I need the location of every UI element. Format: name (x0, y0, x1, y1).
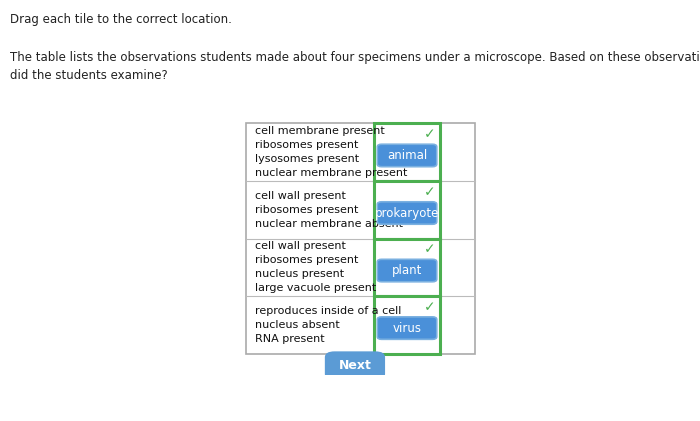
FancyBboxPatch shape (325, 352, 385, 380)
Text: prokaryote: prokaryote (374, 207, 439, 219)
Text: ✓: ✓ (424, 242, 435, 256)
Bar (374, 123, 440, 181)
Bar (246, 123, 475, 354)
FancyBboxPatch shape (377, 202, 437, 224)
Text: Drag each tile to the correct location.: Drag each tile to the correct location. (10, 13, 232, 26)
FancyBboxPatch shape (377, 317, 437, 339)
Text: cell wall present
ribosomes present
nuclear membrane absent: cell wall present ribosomes present nucl… (255, 191, 402, 229)
Text: ✓: ✓ (424, 300, 435, 314)
Text: ✓: ✓ (424, 127, 435, 141)
Text: Next: Next (339, 359, 372, 372)
FancyBboxPatch shape (377, 259, 437, 282)
Text: virus: virus (393, 322, 421, 335)
Bar (374, 239, 440, 296)
Text: cell membrane present
ribosomes present
lysosomes present
nuclear membrane prese: cell membrane present ribosomes present … (255, 126, 407, 178)
Text: ✓: ✓ (424, 185, 435, 199)
Text: The table lists the observations students made about four specimens under a micr: The table lists the observations student… (10, 51, 700, 82)
Bar (374, 296, 440, 354)
FancyBboxPatch shape (377, 144, 437, 167)
Text: animal: animal (387, 149, 427, 162)
Text: cell wall present
ribosomes present
nucleus present
large vacuole present: cell wall present ribosomes present nucl… (255, 241, 376, 293)
Text: reproduces inside of a cell
nucleus absent
RNA present: reproduces inside of a cell nucleus abse… (255, 306, 401, 344)
Bar (374, 181, 440, 239)
Text: plant: plant (392, 264, 422, 277)
